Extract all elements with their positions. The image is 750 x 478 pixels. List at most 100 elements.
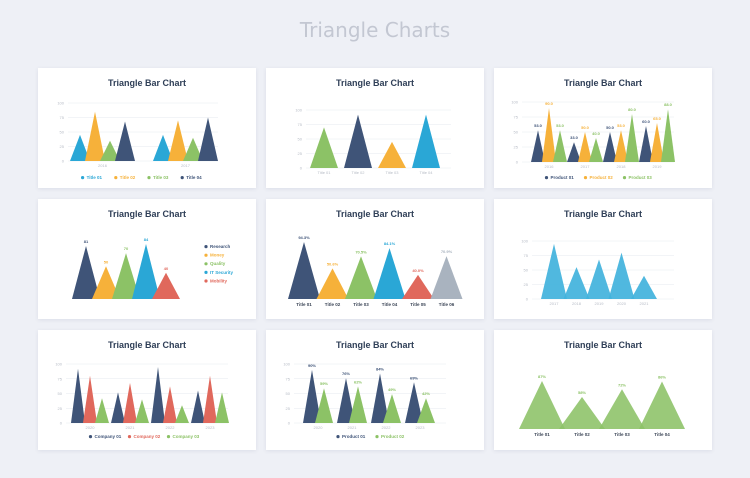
data-label: 40 [164,266,169,271]
triangle-bar [152,272,180,299]
legend-marker [204,279,208,283]
data-label: 58% [578,390,586,395]
x-tick-label: Title 01 [534,432,550,437]
y-tick-label: 50 [58,391,63,396]
x-tick-label: 2017 [181,163,191,168]
triangle-bar [614,130,628,162]
legend-label: Title 02 [120,175,136,180]
legend-marker [204,253,208,257]
legend-label: Title 04 [186,175,202,180]
x-tick-label: Title 04 [654,432,670,437]
triangle-bar [373,248,406,299]
chart-card-6: Triangle Bar Chart 100 75 50 25 0 2017 2018 201… [494,199,712,319]
legend-label: Title 03 [153,175,169,180]
triangle-bar [599,389,645,429]
data-label: 69% [410,375,418,380]
triangle-bar [71,368,85,423]
triangle-bar [417,398,435,423]
legend-label: Company 01 [95,434,122,439]
triangle-bar [639,126,653,162]
legend-label: Product 01 [342,434,366,439]
triangle-bar [132,244,160,299]
triangle-bar [430,256,463,299]
x-tick-label: Title 03 [386,170,400,175]
triangle-bar [578,132,592,162]
triangle-bar [553,130,567,162]
legend-label: Money [210,253,225,258]
triangle-bar [111,392,125,423]
data-label: 84 [144,237,149,242]
data-label: 87% [538,374,546,379]
y-tick-label: 0 [516,160,519,165]
x-tick-label: 2017 [581,164,591,169]
data-label: 90% [308,363,316,368]
data-label: 70.5% [355,249,367,254]
data-label: 76% [342,371,350,376]
legend-marker [204,270,208,274]
chart-title: Triangle Bar Chart [107,78,187,88]
y-tick-label: 100 [55,362,62,367]
triangle-bar [345,256,377,299]
x-tick-label: 2020 [617,301,627,306]
chart-card-9: Triangle Bar Chart 87% Title 01 58% Title 0… [494,330,712,450]
chart-title: Triangle Bar Chart [107,209,187,219]
y-tick-label: 25 [514,145,519,150]
triangle-bar [563,267,590,299]
triangle-bar [151,366,165,423]
x-tick-label: Title 02 [325,302,341,307]
triangle-bar [625,114,639,162]
x-tick-label: 2021 [348,425,358,430]
triangle-bar [603,132,617,162]
chart-6-svg: 100 75 50 25 0 2017 2018 2019 2020 2021 [521,239,674,306]
chart-card-3: Triangle Bar Chart 100 75 50 25 0 53.0 90.0 53.… [494,68,712,188]
x-tick-label: Title 02 [574,432,590,437]
triangle-bar [631,275,657,299]
chart-7-svg: 100 75 50 25 0 2020 2021 2022 2023 Company 01 Comp… [55,362,229,439]
triangle-bar [412,114,440,168]
chart-2-svg: 100 75 50 25 0 Title 01 Title 02 Title 03 Title … [295,108,451,175]
data-label: 94.3% [298,235,310,240]
chart-card-1: Triangle Bar Chart 100 75 50 25 0 2016 2017 Tit… [38,68,256,188]
data-label: 53.0 [556,123,565,128]
x-tick-label: 2016 [545,164,555,169]
x-tick-label: 2018 [617,164,627,169]
y-tick-label: 75 [298,122,303,127]
data-label: 72% [618,382,626,387]
x-tick-label: Title 01 [296,302,312,307]
y-tick-label: 25 [524,282,529,287]
x-tick-label: 2019 [595,301,605,306]
data-label: 70.9% [441,249,453,254]
triangle-bar [72,245,100,299]
triangle-bar [92,266,120,299]
data-label: 84% [376,366,384,371]
triangle-bar [315,388,333,423]
triangle-bar [288,242,320,299]
y-tick-label: 100 [521,239,528,244]
triangle-bar [175,405,189,423]
legend-label: Company 03 [173,434,200,439]
y-tick-label: 25 [60,144,65,149]
triangle-bar [135,399,149,423]
x-tick-label: 2020 [314,425,324,430]
triangle-bar [402,274,434,299]
y-tick-label: 100 [283,362,290,367]
chart-title: Triangle Bar Chart [563,209,643,219]
x-tick-label: Title 01 [318,170,332,175]
data-label: 53.0 [617,123,626,128]
data-label: 50.0 [606,125,615,130]
triangle-bar [316,268,349,299]
data-label: 62% [354,379,362,384]
triangle-bar [519,381,565,429]
triangle-bar [198,117,218,161]
triangle-bar [163,386,177,423]
chart-1-svg: 100 75 50 25 0 2016 2017 Title 01 Title 02 Title … [57,101,218,180]
legend-label: Product 02 [590,175,614,180]
chart-title: Triangle Bar Chart [335,209,415,219]
chart-title: Triangle Bar Chart [107,340,187,350]
triangle-bar [115,121,135,161]
legend-marker [147,176,151,180]
data-label: 40.0 [592,131,601,136]
data-label: 65.0 [653,116,662,121]
legend-marker [114,176,118,180]
legend-label: IT Security [210,270,234,275]
